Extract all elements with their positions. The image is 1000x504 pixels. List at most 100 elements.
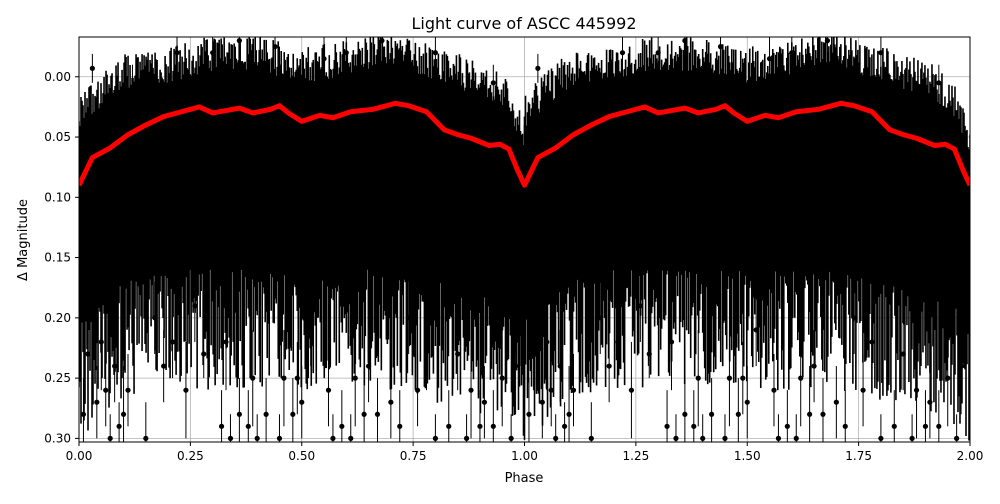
model-curve [79, 100, 970, 188]
data-point [120, 411, 127, 417]
y-axis-label: Δ Magnitude [16, 199, 31, 281]
data-point [80, 411, 87, 417]
data-point [561, 423, 568, 429]
data-point [499, 375, 505, 381]
data-point [299, 399, 305, 405]
data-point [579, 98, 586, 104]
x-axis-label: Phase [505, 471, 544, 486]
data-point [628, 387, 635, 393]
data-point [103, 387, 109, 393]
data-point [539, 399, 545, 405]
data-point [606, 363, 612, 369]
data-point [744, 399, 750, 405]
x-tick-label: 1.25 [623, 449, 650, 463]
y-tick-label: 0.20 [44, 311, 71, 325]
data-band [524, 70, 970, 270]
data-point [446, 423, 452, 429]
data-point [294, 375, 300, 381]
data-point [94, 399, 100, 405]
data-point [161, 363, 167, 369]
data-point [869, 339, 875, 345]
data-point [668, 339, 675, 345]
data-point [272, 44, 278, 50]
data-point [512, 363, 519, 369]
data-point [201, 351, 207, 357]
data-point [89, 65, 95, 71]
data-point [798, 375, 804, 381]
data-point [535, 65, 541, 71]
data-point [962, 327, 969, 333]
data-point [909, 435, 915, 441]
data-point [490, 423, 496, 429]
data-point [388, 399, 394, 405]
data-point [129, 86, 136, 92]
data-point [481, 399, 488, 405]
x-tick-label: 1.00 [511, 449, 538, 463]
data-point [936, 423, 942, 429]
data-point [432, 435, 438, 441]
data-point [913, 387, 920, 393]
data-point [530, 351, 537, 357]
data-point [250, 375, 256, 381]
data-point [174, 50, 180, 56]
data-point [575, 86, 581, 92]
data-point [824, 38, 831, 44]
data-point [526, 411, 532, 417]
data-point [245, 423, 251, 429]
data-point [432, 50, 438, 56]
data-point [936, 80, 942, 86]
data-point [183, 387, 189, 393]
data-point [878, 50, 884, 56]
data-point [833, 399, 839, 405]
data-band [79, 70, 525, 270]
data-point [553, 435, 559, 441]
data-point [107, 435, 113, 441]
data-point [236, 38, 242, 44]
y-tick-label: 0.10 [44, 190, 71, 204]
data-point [891, 423, 897, 429]
data-point [664, 423, 670, 429]
data-point [330, 435, 336, 441]
data-point [740, 375, 746, 381]
data-point [766, 56, 773, 62]
data-point [263, 411, 269, 417]
data-point [339, 423, 345, 429]
data-point [717, 44, 724, 50]
data-point [343, 50, 349, 56]
data-layer [79, 37, 970, 442]
data-point [455, 351, 461, 357]
data-point [397, 423, 403, 429]
data-point [281, 375, 287, 381]
data-point [414, 387, 421, 393]
data-point [784, 423, 790, 429]
data-point [276, 435, 283, 441]
data-point [637, 303, 643, 309]
data-point [655, 50, 661, 56]
data-point [820, 411, 826, 417]
data-point [348, 435, 354, 441]
data-point [379, 38, 385, 44]
data-point [98, 339, 104, 345]
data-point [842, 423, 848, 429]
data-point [700, 435, 706, 441]
data-point [735, 411, 741, 417]
data-point [468, 387, 474, 393]
data-point [691, 423, 697, 429]
axes: 0.00 0.25 0.50 0.75 1.00 1.25 1.50 1.75 2.00 0.00… [44, 36, 983, 463]
data-point [112, 363, 118, 369]
data-point [860, 387, 866, 393]
data-point [900, 351, 906, 357]
data-point [775, 435, 782, 441]
data-point [811, 363, 817, 369]
data-point [878, 435, 884, 441]
y-tick-label: 0.15 [44, 251, 71, 265]
data-point [588, 435, 594, 441]
data-point [646, 351, 652, 357]
data-point [374, 411, 381, 417]
data-point [423, 339, 430, 345]
data-point [682, 38, 688, 44]
data-point [682, 411, 688, 417]
y-tick-label: 0.25 [44, 371, 71, 385]
